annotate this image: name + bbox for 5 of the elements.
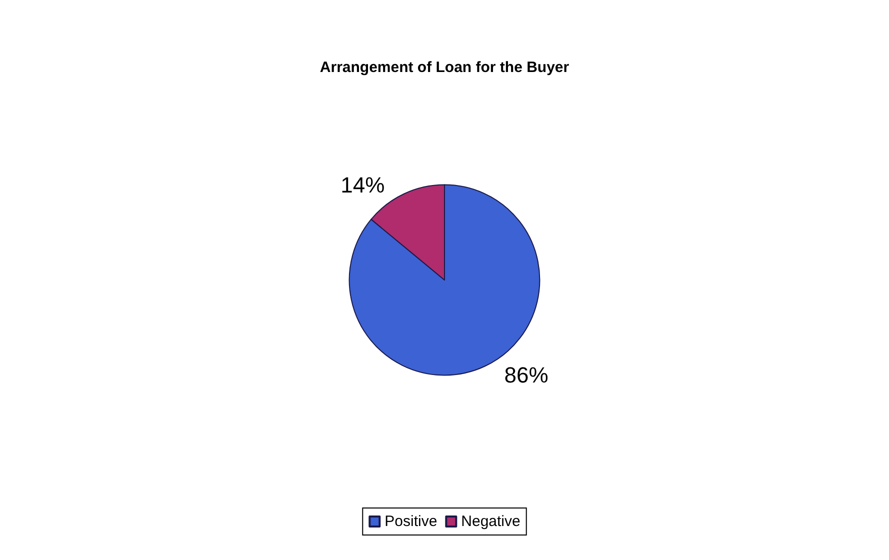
data-label: 86% [504, 362, 548, 388]
data-label: 14% [340, 172, 385, 198]
legend-label: Positive [384, 513, 438, 530]
legend-label: Negative [461, 513, 520, 530]
chart-title: Arrangement of Loan for the Buyer [320, 59, 570, 76]
